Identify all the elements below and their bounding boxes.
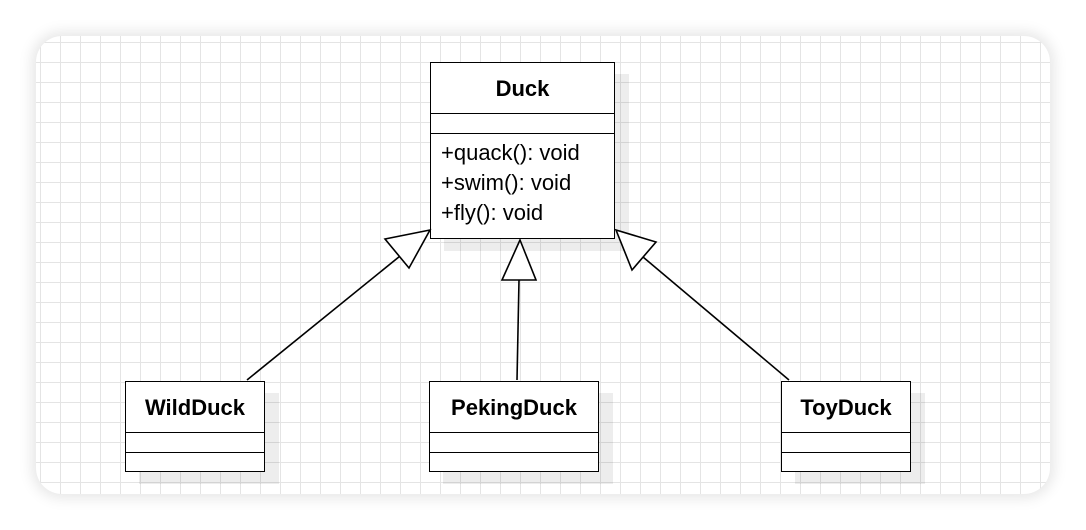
generalization-line <box>516 279 520 381</box>
method-swim: +swim(): void <box>441 170 572 195</box>
class-duck-name: Duck <box>495 76 550 101</box>
generalization-wildduck-to-duck <box>246 228 432 381</box>
class-wildduck-methods <box>126 452 264 470</box>
diagram-canvas: Duck +quack(): void +swim(): void +fly()… <box>36 36 1050 494</box>
generalization-line <box>246 251 406 381</box>
generalization-arrowhead <box>614 228 658 272</box>
generalization-arrowhead <box>383 228 432 270</box>
class-duck-attributes <box>431 113 614 133</box>
class-toyduck-name: ToyDuck <box>800 395 892 420</box>
class-pekingduck-attributes <box>430 432 598 452</box>
class-toyduck[interactable]: ToyDuck <box>781 381 911 472</box>
class-pekingduck-methods <box>430 452 598 470</box>
class-wildduck-name: WildDuck <box>144 395 246 420</box>
generalization-pekingduck-to-duck <box>500 237 538 381</box>
class-duck[interactable]: Duck +quack(): void +swim(): void +fly()… <box>430 62 615 239</box>
generalization-line <box>642 256 790 381</box>
class-duck-methods: +quack(): void +swim(): void +fly(): voi… <box>431 133 614 228</box>
class-pekingduck-name: PekingDuck <box>451 395 577 420</box>
class-toyduck-attributes <box>782 432 910 452</box>
generalization-arrowhead <box>500 237 538 281</box>
method-fly: +fly(): void <box>441 200 544 225</box>
class-wildduck-attributes <box>126 432 264 452</box>
class-pekingduck[interactable]: PekingDuck <box>429 381 599 472</box>
method-quack: +quack(): void <box>441 140 580 165</box>
class-toyduck-methods <box>782 452 910 470</box>
class-wildduck[interactable]: WildDuck <box>125 381 265 472</box>
generalization-toyduck-to-duck <box>614 228 790 381</box>
